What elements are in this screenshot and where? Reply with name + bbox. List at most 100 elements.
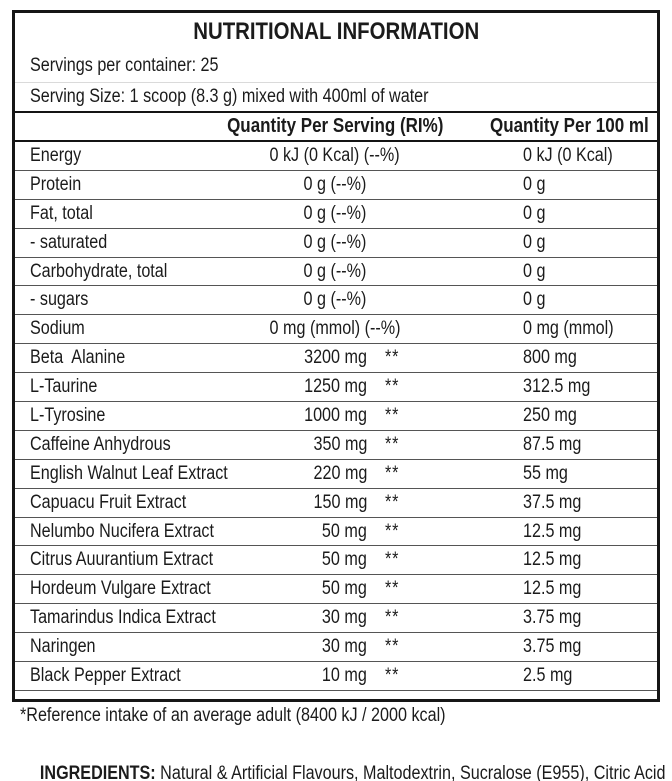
per-100ml-value: 55 mg (523, 462, 568, 484)
per-100ml-value: 0 g (523, 202, 546, 224)
per-100ml-value: 0 g (523, 231, 546, 253)
serving-value: 0 g (--%) (303, 173, 367, 195)
serving-amount: 1250 mg (304, 376, 367, 398)
per-100ml-value: 0 mg (mmol) (523, 318, 614, 340)
per-100ml-value: 12.5 mg (523, 520, 582, 542)
column-header-per-serving: Quantity Per Serving (RI%) (226, 115, 444, 137)
panel-title-text: NUTRITIONAL INFORMATION (193, 17, 479, 45)
reference-marker: ** (385, 578, 400, 600)
table-row: Carbohydrate, total 0 g (--%) 0 g (15, 258, 657, 287)
table-row: - saturated 0 g (--%) 0 g (15, 229, 657, 258)
reference-marker: ** (385, 607, 400, 629)
serving-value: 0 kJ (0 Kcal) (--%) (269, 144, 401, 166)
serving-amount: 50 mg (322, 549, 367, 571)
reference-marker: ** (385, 433, 400, 455)
serving-amount: 30 mg (322, 607, 367, 629)
nutrition-panel: NUTRITIONAL INFORMATION Servings per con… (12, 10, 660, 702)
table-row: Caffeine Anhydrous 350 mg ** 87.5 mg (15, 431, 657, 460)
nutrient-name: English Walnut Leaf Extract (30, 462, 228, 484)
table-row: Fat, total 0 g (--%) 0 g (15, 200, 657, 229)
per-100ml-value: 250 mg (523, 404, 577, 426)
reference-intake-note: *Reference intake of an average adult (8… (20, 705, 446, 726)
table-row: Capuacu Fruit Extract 150 mg ** 37.5 mg (15, 489, 657, 518)
ingredients-text: INGREDIENTS: Natural & Artificial Flavou… (13, 735, 672, 781)
column-header-per-100ml: Quantity Per 100 ml (490, 115, 649, 137)
serving-value: 0 g (--%) (303, 260, 367, 282)
serving-amount: 150 mg (313, 491, 367, 513)
serving-amount: 30 mg (322, 636, 367, 658)
table-header-row: Quantity Per Serving (RI%) Quantity Per … (15, 113, 657, 142)
serving-value: 0 g (--%) (303, 202, 367, 224)
nutrient-name: Beta Alanine (30, 347, 126, 369)
table-row: Protein 0 g (--%) 0 g (15, 171, 657, 200)
table-row: L-Taurine 1250 mg ** 312.5 mg (15, 373, 657, 403)
serving-amount: 10 mg (322, 664, 367, 686)
table-rows: Energy 0 kJ (0 Kcal) (--%) 0 kJ (0 Kcal)… (15, 142, 657, 691)
table-row: Sodium 0 mg (mmol) (--%) 0 mg (mmol) (15, 315, 657, 345)
serving-amount: 3200 mg (304, 347, 367, 369)
per-100ml-value: 37.5 mg (523, 491, 582, 513)
reference-marker: ** (385, 376, 400, 398)
per-100ml-value: 12.5 mg (523, 549, 582, 571)
nutrient-name: Protein (30, 173, 82, 195)
per-100ml-value: 0 g (523, 173, 546, 195)
per-100ml-value: 800 mg (523, 347, 577, 369)
nutrient-name: Caffeine Anhydrous (30, 433, 171, 455)
nutrient-name: Energy (30, 144, 82, 166)
per-100ml-value: 312.5 mg (523, 376, 591, 398)
table-row: Energy 0 kJ (0 Kcal) (--%) 0 kJ (0 Kcal) (15, 142, 657, 171)
table-row: English Walnut Leaf Extract 220 mg ** 55… (15, 460, 657, 489)
per-100ml-value: 87.5 mg (523, 433, 582, 455)
per-100ml-value: 3.75 mg (523, 607, 582, 629)
reference-marker: ** (385, 520, 400, 542)
serving-amount: 220 mg (313, 462, 367, 484)
servings-per-container-text: Servings per container: 25 (30, 55, 219, 76)
reference-marker: ** (385, 347, 400, 369)
nutrient-name: - sugars (30, 289, 89, 311)
serving-amount: 50 mg (322, 520, 367, 542)
per-100ml-value: 0 g (523, 260, 546, 282)
servings-per-container-line: Servings per container: 25 (15, 50, 657, 83)
nutrient-name: - saturated (30, 231, 108, 253)
serving-amount: 350 mg (313, 433, 367, 455)
serving-size-text: Serving Size: 1 scoop (8.3 g) mixed with… (30, 86, 429, 107)
table-row: L-Tyrosine 1000 mg ** 250 mg (15, 402, 657, 431)
table-row: - sugars 0 g (--%) 0 g (15, 286, 657, 316)
nutrient-name: Carbohydrate, total (30, 260, 168, 282)
per-100ml-value: 12.5 mg (523, 578, 582, 600)
reference-marker: ** (385, 664, 400, 686)
reference-marker: ** (385, 404, 400, 426)
per-100ml-value: 0 kJ (0 Kcal) (523, 144, 613, 166)
nutrient-name: L-Tyrosine (30, 404, 106, 426)
nutrient-name: L-Taurine (30, 376, 98, 398)
nutrient-name: Hordeum Vulgare Extract (30, 578, 211, 600)
nutrient-name: Capuacu Fruit Extract (30, 491, 187, 513)
nutrient-name: Black Pepper Extract (30, 664, 181, 686)
ingredients-line-1: Natural & Artificial Flavours, Maltodext… (155, 763, 666, 781)
per-100ml-value: 3.75 mg (523, 636, 582, 658)
table-row: Citrus Auurantium Extract 50 mg ** 12.5 … (15, 546, 657, 576)
serving-value: 0 g (--%) (303, 231, 367, 253)
table-row: Beta Alanine 3200 mg ** 800 mg (15, 344, 657, 374)
per-100ml-value: 2.5 mg (523, 664, 573, 686)
serving-amount: 50 mg (322, 578, 367, 600)
nutrient-name: Fat, total (30, 202, 93, 224)
table-row: Naringen 30 mg ** 3.75 mg (15, 633, 657, 663)
table-row: Nelumbo Nucifera Extract 50 mg ** 12.5 m… (15, 518, 657, 547)
reference-marker: ** (385, 549, 400, 571)
ingredients-label: INGREDIENTS: (39, 763, 156, 781)
table-row: Black Pepper Extract 10 mg ** 2.5 mg (15, 662, 657, 691)
serving-value: 0 g (--%) (303, 289, 367, 311)
serving-size-line: Serving Size: 1 scoop (8.3 g) mixed with… (15, 83, 657, 113)
per-100ml-value: 0 g (523, 289, 546, 311)
panel-title: NUTRITIONAL INFORMATION (15, 13, 657, 50)
serving-amount: 1000 mg (304, 404, 367, 426)
reference-marker: ** (385, 462, 400, 484)
nutrient-name: Nelumbo Nucifera Extract (30, 520, 214, 542)
reference-marker: ** (385, 636, 400, 658)
nutrient-name: Tamarindus Indica Extract (30, 607, 216, 629)
reference-marker: ** (385, 491, 400, 513)
nutrient-name: Sodium (30, 318, 85, 340)
serving-value: 0 mg (mmol) (--%) (269, 318, 401, 340)
